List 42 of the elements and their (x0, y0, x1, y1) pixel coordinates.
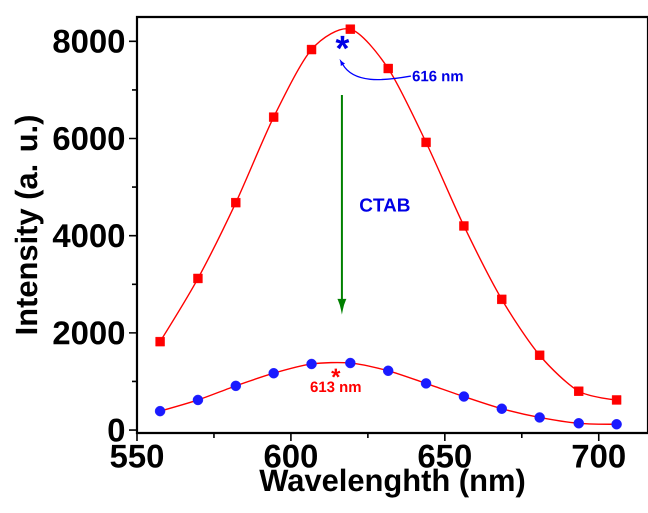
annotation: 616 nm (412, 70, 463, 82)
point (306, 44, 316, 54)
point (496, 404, 507, 414)
point (534, 412, 545, 423)
point (574, 418, 584, 428)
x-axis-title: Wavelenghth (nm) (259, 468, 524, 498)
point (230, 380, 242, 392)
x-tick-label: 550 (110, 444, 164, 468)
point (534, 350, 544, 360)
point (458, 391, 470, 402)
x-tick-label: 700 (572, 444, 625, 468)
point (382, 366, 394, 376)
x-tick-label: 650 (418, 444, 471, 468)
point (346, 24, 356, 34)
point (497, 294, 506, 304)
annotation: CTAB (360, 198, 410, 212)
point (612, 395, 622, 405)
point (574, 386, 584, 396)
annotation: * (336, 36, 350, 50)
y-tick-label: 0 (108, 418, 124, 442)
point (268, 112, 278, 122)
point (383, 64, 393, 74)
point (459, 221, 469, 231)
y-tick-label: 4000 (52, 224, 124, 248)
point (268, 368, 279, 378)
point (611, 419, 622, 430)
point (192, 394, 204, 406)
x-tick-label: 600 (264, 444, 317, 468)
point (231, 198, 241, 208)
point (193, 274, 203, 284)
y-axis-title: Intensity (a. u.) (14, 116, 44, 334)
y-tick-label: 8000 (53, 30, 124, 53)
point (421, 138, 431, 148)
point (420, 378, 432, 389)
point (306, 358, 317, 370)
annotation: 613 nm (310, 382, 361, 392)
point (155, 336, 165, 346)
y-tick-label: 6000 (54, 126, 124, 150)
annotation: * (331, 368, 340, 378)
point (154, 406, 166, 416)
y-tick-label: 2000 (53, 321, 124, 345)
point (345, 358, 356, 368)
